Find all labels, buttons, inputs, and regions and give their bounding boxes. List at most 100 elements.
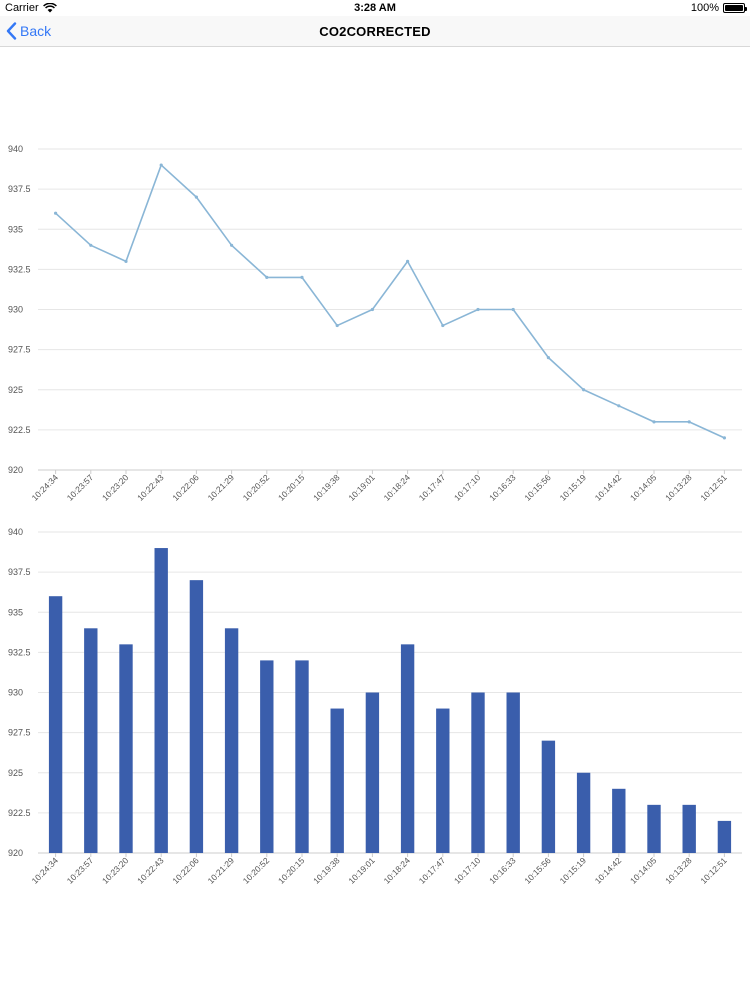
line-point[interactable] bbox=[546, 356, 551, 360]
bar[interactable] bbox=[119, 644, 133, 853]
bar[interactable] bbox=[647, 804, 661, 853]
x-tick-label: 10:23:20 bbox=[100, 855, 131, 886]
back-button[interactable]: Back bbox=[6, 20, 51, 42]
bar[interactable] bbox=[48, 596, 63, 853]
line-point[interactable] bbox=[406, 259, 410, 263]
x-tick-label: 10:16:33 bbox=[487, 472, 518, 503]
x-tick-label: 10:21:29 bbox=[206, 855, 237, 886]
x-tick-label: 10:22:06 bbox=[170, 855, 201, 886]
x-tick-label: 10:22:06 bbox=[170, 472, 201, 503]
line-point[interactable] bbox=[159, 163, 163, 167]
x-tick-label: 10:19:38 bbox=[311, 472, 342, 503]
carrier-label: Carrier bbox=[5, 2, 39, 14]
back-label: Back bbox=[20, 23, 52, 39]
bar[interactable] bbox=[471, 692, 485, 854]
x-tick-label: 10:17:10 bbox=[452, 855, 483, 886]
bar[interactable] bbox=[330, 708, 344, 853]
x-tick-label: 10:12:51 bbox=[698, 855, 729, 886]
bar[interactable] bbox=[400, 644, 415, 853]
y-tick-label: 932.5 bbox=[8, 647, 31, 657]
x-tick-label: 10:13:28 bbox=[663, 472, 694, 503]
line-point[interactable] bbox=[370, 307, 374, 312]
x-tick-label: 10:24:34 bbox=[30, 855, 61, 886]
y-tick-label: 932.5 bbox=[8, 264, 31, 274]
y-tick-label: 930 bbox=[8, 305, 23, 315]
line-point[interactable] bbox=[230, 243, 234, 247]
y-tick-label: 922.5 bbox=[8, 808, 31, 818]
x-tick-label: 10:19:01 bbox=[346, 855, 377, 886]
bar[interactable] bbox=[84, 628, 98, 853]
line-point[interactable] bbox=[194, 195, 198, 199]
x-tick-label: 10:23:20 bbox=[100, 472, 131, 503]
line-point[interactable] bbox=[582, 388, 586, 392]
x-tick-label: 10:22:43 bbox=[135, 472, 166, 503]
x-tick-label: 10:14:05 bbox=[628, 855, 659, 886]
y-tick-label: 927.5 bbox=[8, 345, 31, 355]
page-title: CO2CORRECTED bbox=[319, 24, 431, 39]
line-series bbox=[55, 164, 725, 439]
y-tick-label: 925 bbox=[8, 768, 23, 778]
bar[interactable] bbox=[612, 788, 626, 853]
x-tick-label: 10:13:28 bbox=[663, 855, 694, 886]
y-tick-label: 940 bbox=[8, 527, 23, 537]
chart-area: 920 922.5 925 927.5 930 932.5 935 937.5 940 10:24… bbox=[0, 48, 750, 1000]
battery-icon bbox=[723, 3, 747, 13]
x-tick-label: 10:14:42 bbox=[593, 472, 624, 503]
x-tick-label: 10:20:52 bbox=[241, 472, 272, 503]
x-tick-label: 10:23:57 bbox=[65, 855, 96, 886]
y-tick-label: 937.5 bbox=[8, 184, 31, 194]
y-tick-label: 922.5 bbox=[8, 425, 31, 435]
bar[interactable] bbox=[189, 580, 204, 853]
x-tick-label: 10:17:47 bbox=[417, 472, 448, 503]
x-tick-label: 10:22:43 bbox=[135, 855, 166, 886]
x-tick-label: 10:19:01 bbox=[346, 472, 377, 503]
x-tick-label: 10:24:34 bbox=[30, 472, 61, 503]
line-point[interactable] bbox=[54, 211, 58, 215]
status-left: Carrier bbox=[5, 2, 57, 14]
line-chart[interactable]: 920 922.5 925 927.5 930 932.5 935 937.5 940 10:24… bbox=[0, 48, 750, 508]
status-time: 3:28 AM bbox=[354, 2, 396, 14]
y-tick-label: 920 bbox=[8, 848, 23, 858]
line-point[interactable] bbox=[476, 307, 480, 312]
battery-fill bbox=[725, 5, 743, 11]
bar[interactable] bbox=[436, 708, 450, 853]
x-tick-label: 10:21:29 bbox=[206, 472, 237, 503]
bar[interactable] bbox=[541, 740, 556, 853]
line-point[interactable] bbox=[617, 404, 621, 408]
bar[interactable] bbox=[260, 660, 274, 853]
line-point[interactable] bbox=[300, 275, 304, 279]
line-point[interactable] bbox=[89, 243, 93, 247]
y-tick-label: 935 bbox=[8, 224, 23, 234]
bar-chart[interactable]: 920 922.5 925 927.5 930 932.5 935 937.5 940 10:24… bbox=[0, 508, 750, 978]
y-tick-label: 940 bbox=[8, 144, 23, 154]
bar[interactable] bbox=[506, 692, 520, 854]
bar[interactable] bbox=[154, 548, 168, 853]
x-tick-label: 10:15:19 bbox=[558, 855, 589, 886]
line-point[interactable] bbox=[511, 307, 515, 312]
bar[interactable] bbox=[365, 692, 380, 854]
bar[interactable] bbox=[576, 772, 591, 853]
line-point[interactable] bbox=[335, 323, 339, 328]
x-tick-label: 10:20:15 bbox=[276, 855, 307, 886]
line-point[interactable] bbox=[687, 420, 691, 424]
line-point[interactable] bbox=[265, 275, 269, 279]
line-point[interactable] bbox=[722, 436, 727, 440]
y-tick-label: 925 bbox=[8, 385, 23, 395]
x-tick-label: 10:12:51 bbox=[698, 472, 729, 503]
x-tick-label: 10:19:38 bbox=[311, 855, 342, 886]
bar[interactable] bbox=[224, 628, 239, 853]
status-right: 100% bbox=[690, 2, 747, 14]
x-tick-label: 10:16:33 bbox=[487, 855, 518, 886]
bar[interactable] bbox=[717, 820, 732, 853]
line-point[interactable] bbox=[124, 259, 128, 263]
line-point[interactable] bbox=[441, 323, 445, 328]
x-tick-label: 10:17:10 bbox=[452, 472, 483, 503]
navigation-bar: Back CO2CORRECTED bbox=[0, 16, 750, 47]
bar[interactable] bbox=[295, 660, 309, 853]
battery-percent: 100% bbox=[690, 2, 719, 14]
chevron-left-icon bbox=[6, 22, 17, 40]
x-tick-label: 10:14:42 bbox=[593, 855, 624, 886]
line-point[interactable] bbox=[652, 420, 656, 424]
bar[interactable] bbox=[682, 804, 696, 853]
y-tick-label: 930 bbox=[8, 688, 23, 698]
